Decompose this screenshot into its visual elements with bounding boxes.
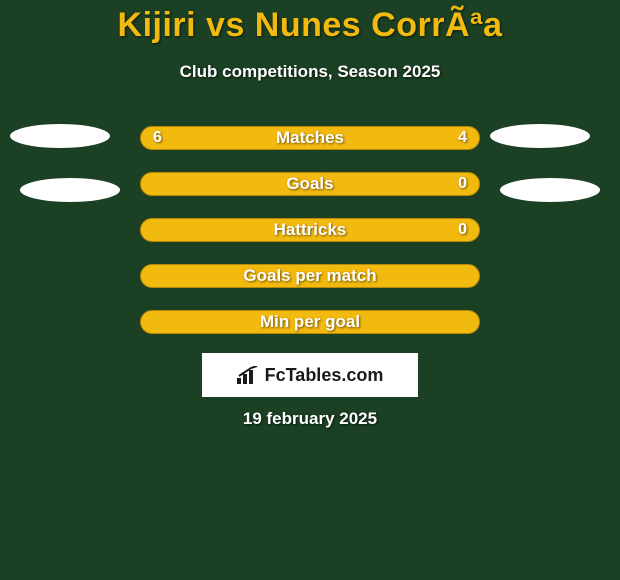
- stat-row: Matches6 4: [140, 126, 480, 150]
- stat-label: Goals: [141, 173, 479, 195]
- date-label: 19 february 2025: [0, 409, 620, 429]
- brand-text: FcTables.com: [265, 365, 384, 386]
- stat-row: Min per goal: [140, 310, 480, 334]
- page-subtitle: Club competitions, Season 2025: [0, 62, 620, 82]
- page-title: Kijiri vs Nunes CorrÃªa: [0, 6, 620, 45]
- stat-value-right: 0: [458, 173, 467, 195]
- stat-value-right: 4: [458, 127, 467, 149]
- decorative-ellipse: [20, 178, 120, 202]
- chart-icon: [237, 366, 259, 384]
- stat-label: Goals per match: [141, 265, 479, 287]
- decorative-ellipse: [490, 124, 590, 148]
- decorative-ellipse: [10, 124, 110, 148]
- decorative-ellipse: [500, 178, 600, 202]
- stat-row: Goals0: [140, 172, 480, 196]
- brand-badge: FcTables.com: [202, 353, 418, 397]
- stat-value-left: 6: [153, 127, 162, 149]
- stat-row: Hattricks0: [140, 218, 480, 242]
- stat-label: Hattricks: [141, 219, 479, 241]
- stat-value-right: 0: [458, 219, 467, 241]
- stat-label: Min per goal: [141, 311, 479, 333]
- stat-label: Matches: [141, 127, 479, 149]
- stat-row: Goals per match: [140, 264, 480, 288]
